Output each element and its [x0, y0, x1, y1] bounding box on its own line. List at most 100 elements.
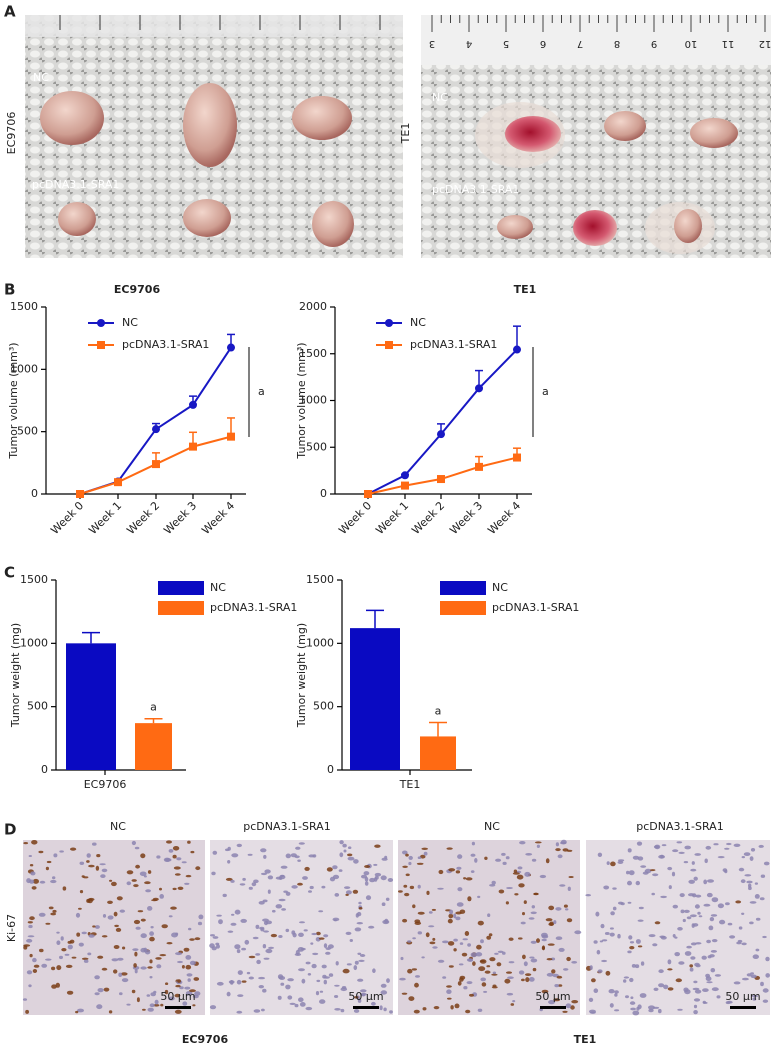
- nucleus: [693, 1004, 698, 1009]
- nucleus: [518, 937, 523, 940]
- nucleus: [402, 850, 408, 855]
- nucleus: [160, 1003, 164, 1007]
- nucleus: [135, 864, 141, 869]
- nucleus: [683, 909, 690, 914]
- nucleus: [176, 857, 182, 861]
- nucleus: [595, 911, 600, 917]
- nucleus: [608, 989, 615, 994]
- nucleus: [690, 914, 697, 918]
- nucleus: [428, 925, 435, 928]
- nucleus: [667, 866, 673, 871]
- nucleus: [560, 839, 567, 845]
- nucleus: [690, 868, 697, 872]
- nucleus: [251, 882, 257, 887]
- nucleus: [555, 842, 560, 847]
- nucleus: [252, 936, 259, 940]
- nucleus: [134, 969, 138, 974]
- nucleus: [555, 907, 562, 911]
- nucleus: [565, 908, 569, 911]
- nucleus: [658, 969, 664, 974]
- nucleus: [122, 946, 126, 950]
- nucleus: [355, 913, 359, 918]
- y-tick-label: 1500: [20, 573, 48, 586]
- photo: NC pcDNA3.1-SRA1: [25, 15, 403, 258]
- nucleus: [230, 879, 235, 883]
- nucleus: [67, 944, 73, 950]
- nucleus: [262, 988, 267, 993]
- nucleus: [39, 880, 46, 884]
- nucleus: [593, 940, 598, 944]
- nucleus: [563, 904, 568, 908]
- nucleus: [234, 909, 241, 915]
- nucleus: [338, 869, 343, 872]
- x-tick-label: Week 3: [447, 499, 485, 537]
- nucleus: [115, 927, 122, 932]
- marker: [76, 490, 84, 498]
- nucleus: [750, 848, 756, 852]
- nucleus: [432, 946, 438, 949]
- nucleus: [708, 925, 714, 931]
- nucleus: [593, 988, 599, 993]
- y-tick-label: 0: [320, 487, 327, 500]
- nucleus: [405, 853, 409, 857]
- nucleus: [118, 972, 123, 977]
- nucleus: [149, 1003, 155, 1008]
- nucleus: [517, 866, 523, 870]
- nucleus: [554, 984, 559, 988]
- nucleus: [372, 968, 376, 973]
- ruler-number: 3: [429, 38, 435, 49]
- nucleus: [694, 853, 701, 856]
- nucleus: [617, 933, 621, 939]
- nucleus: [298, 932, 304, 937]
- nucleus: [505, 856, 510, 860]
- nucleus: [548, 905, 555, 911]
- nucleus: [344, 886, 351, 889]
- nucleus: [226, 991, 231, 997]
- x-tick-label: Week 0: [48, 499, 86, 537]
- nucleus: [566, 918, 573, 923]
- nucleus: [765, 973, 770, 978]
- nucleus: [497, 950, 504, 953]
- nucleus: [559, 884, 566, 887]
- nucleus: [530, 940, 537, 944]
- nucleus: [312, 854, 317, 858]
- nucleus: [652, 943, 658, 947]
- nucleus: [147, 870, 152, 874]
- nucleus: [335, 961, 339, 966]
- nucleus: [258, 976, 265, 980]
- nucleus: [609, 932, 615, 937]
- nucleus: [501, 852, 506, 856]
- nucleus: [387, 878, 394, 882]
- nucleus: [623, 979, 627, 983]
- nucleus: [422, 1007, 427, 1011]
- nucleus: [562, 848, 569, 852]
- nucleus: [216, 944, 220, 949]
- scale-label: 50 µm: [160, 990, 195, 1003]
- nucleus: [522, 912, 525, 916]
- nucleus: [147, 906, 153, 911]
- nucleus: [689, 964, 693, 968]
- nucleus: [740, 879, 746, 884]
- nucleus: [421, 956, 425, 959]
- nucleus: [280, 865, 288, 869]
- nucleus: [384, 855, 388, 859]
- nucleus: [411, 968, 417, 971]
- nucleus: [491, 973, 498, 976]
- nucleus: [26, 970, 33, 975]
- side-label: TE1: [399, 123, 412, 145]
- nucleus: [222, 893, 227, 898]
- nucleus: [339, 852, 344, 858]
- marker: [189, 442, 197, 451]
- nucleus: [275, 904, 283, 909]
- series-line: [79, 346, 232, 495]
- nucleus: [383, 1007, 387, 1012]
- micrograph: [210, 840, 393, 1015]
- nucleus: [371, 1001, 376, 1006]
- nucleus: [248, 976, 254, 980]
- nucleus: [39, 948, 44, 953]
- nucleus: [92, 925, 96, 928]
- nucleus: [247, 853, 253, 856]
- nucleus: [38, 912, 46, 917]
- nucleus: [29, 879, 35, 884]
- nucleus: [693, 980, 698, 984]
